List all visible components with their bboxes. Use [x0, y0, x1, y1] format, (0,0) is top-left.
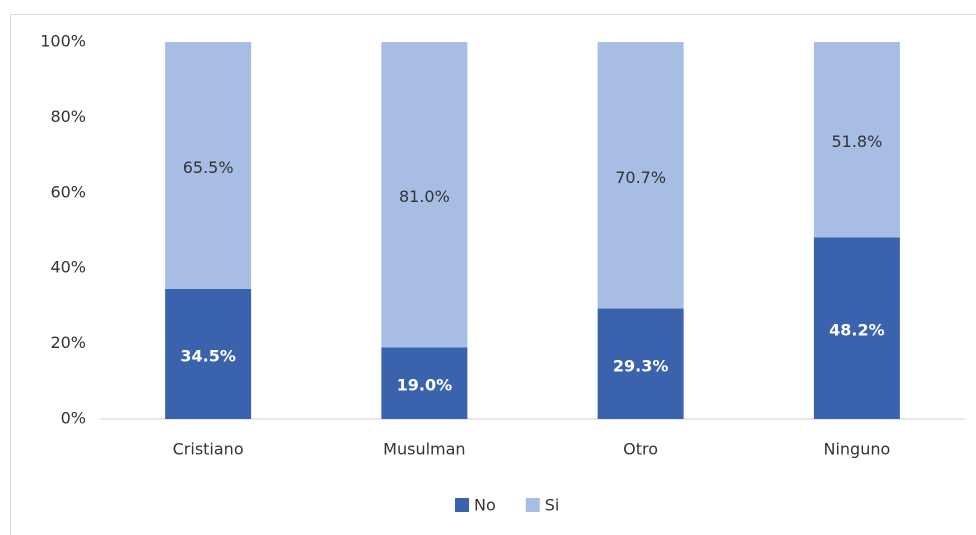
legend-swatch — [525, 498, 540, 512]
bar-segment — [813, 237, 900, 419]
bar-segment — [597, 308, 684, 419]
bar-segment — [165, 42, 252, 289]
x-tick-label: Ninguno — [823, 440, 890, 459]
x-tick-label: Musulman — [383, 440, 465, 459]
y-tick-label: 0% — [61, 409, 86, 428]
legend-label: Si — [545, 496, 560, 515]
data-label: 51.8% — [831, 132, 882, 151]
y-tick-label: 60% — [50, 182, 86, 201]
data-label: 34.5% — [180, 346, 236, 365]
bar-segment — [813, 42, 900, 238]
data-label: 65.5% — [183, 158, 234, 177]
y-tick-label: 20% — [50, 333, 86, 352]
y-tick-label: 40% — [50, 258, 86, 277]
y-tick-label: 100% — [40, 32, 86, 51]
x-tick-label: Cristiano — [173, 440, 244, 459]
data-label: 29.3% — [613, 356, 669, 375]
bar-segment — [165, 288, 252, 419]
bar-segment — [597, 42, 684, 309]
bar-segment — [381, 347, 468, 419]
legend-swatch — [455, 498, 469, 512]
data-label: 81.0% — [399, 187, 450, 206]
y-tick-label: 80% — [50, 107, 86, 126]
x-tick-label: Otro — [623, 440, 658, 459]
data-label: 48.2% — [829, 321, 885, 340]
bar-segment — [381, 42, 468, 348]
data-label: 70.7% — [615, 168, 666, 187]
chart-border — [10, 14, 976, 535]
data-label: 19.0% — [397, 376, 453, 395]
legend-label: No — [474, 496, 496, 515]
